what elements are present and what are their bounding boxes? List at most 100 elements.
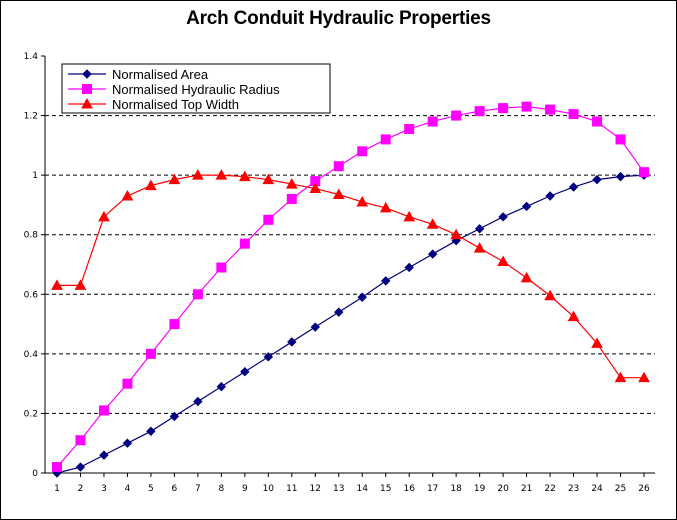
data-point: [450, 228, 463, 240]
data-point: [75, 462, 86, 472]
y-tick-label: 0.4: [24, 350, 39, 360]
data-point: [614, 371, 627, 383]
data-point: [122, 378, 133, 389]
legend-label: Normalised Top Width: [112, 97, 239, 112]
x-tick-label: 12: [310, 484, 321, 494]
data-point: [521, 101, 532, 112]
legend-box: [61, 63, 331, 114]
data-point: [169, 319, 180, 330]
series-1: [52, 101, 649, 473]
data-point: [193, 396, 203, 407]
chart-title: Arch Conduit Hydraulic Properties: [186, 8, 491, 29]
data-point: [474, 106, 485, 117]
data-point: [239, 238, 250, 249]
data-point: [75, 435, 86, 446]
x-tick-label: 26: [638, 484, 650, 494]
data-point: [192, 289, 203, 300]
x-tick-label: 11: [286, 484, 297, 494]
data-point: [121, 189, 134, 201]
series-layer: [51, 101, 650, 478]
data-point: [404, 123, 415, 134]
data-point: [426, 218, 439, 229]
x-tick-label: 13: [333, 484, 344, 494]
legend-marker: [82, 84, 92, 94]
data-point: [592, 116, 603, 127]
data-point: [334, 307, 344, 317]
data-point: [145, 179, 157, 191]
x-tick-label: 8: [218, 484, 224, 494]
y-tick-label: 0: [32, 469, 38, 479]
legend-marker: [81, 97, 93, 109]
data-point: [145, 348, 156, 359]
data-point: [568, 109, 579, 120]
y-tick-label: 1.4: [24, 52, 39, 62]
x-tick-label: 3: [101, 484, 107, 494]
data-point: [473, 242, 486, 253]
x-tick-label: 20: [497, 484, 509, 494]
data-point: [310, 322, 320, 332]
data-point: [216, 262, 227, 273]
series-line: [57, 174, 644, 379]
x-tick-label: 17: [427, 484, 438, 494]
x-tick-label: 18: [450, 484, 462, 494]
x-tick-label: 16: [403, 484, 415, 494]
data-point: [568, 182, 579, 192]
data-point: [379, 201, 392, 213]
data-point: [592, 174, 602, 185]
data-point: [520, 271, 533, 283]
x-tick-label: 1: [54, 484, 60, 494]
data-point: [474, 224, 485, 234]
y-tick-label: 0.6: [24, 290, 39, 300]
x-tick-label: 2: [78, 484, 84, 494]
data-point: [380, 134, 391, 145]
data-point: [451, 110, 462, 121]
data-point: [74, 279, 87, 290]
data-point: [333, 161, 344, 172]
x-tick-label: 23: [568, 484, 579, 494]
y-tick-label: 1: [32, 171, 38, 181]
data-point: [216, 381, 227, 392]
data-point: [356, 195, 369, 207]
x-tick-label: 22: [544, 484, 555, 494]
x-tick-label: 6: [172, 484, 178, 494]
data-point: [427, 249, 438, 259]
data-point: [357, 292, 367, 302]
data-point: [521, 201, 532, 212]
data-point: [615, 134, 626, 145]
data-point: [51, 279, 63, 290]
data-point: [238, 170, 251, 182]
x-tick-label: 24: [591, 484, 603, 494]
data-point: [403, 210, 416, 222]
data-point: [639, 167, 649, 178]
data-point: [615, 171, 626, 182]
data-point: [332, 188, 345, 200]
x-tick-label: 10: [263, 484, 275, 494]
x-tick-label: 15: [380, 484, 391, 494]
data-point: [427, 116, 438, 127]
x-tick-label: 21: [521, 484, 532, 494]
data-point: [545, 191, 555, 201]
data-point: [591, 337, 603, 348]
data-point: [263, 214, 274, 225]
data-point: [215, 169, 228, 180]
data-point: [544, 289, 556, 301]
grid-lines: [45, 115, 655, 414]
x-tick-label: 25: [615, 484, 626, 494]
data-point: [357, 146, 368, 157]
data-point: [287, 337, 297, 347]
data-point: [286, 193, 297, 204]
y-tick-label: 0.2: [24, 409, 38, 419]
x-tick-label: 14: [357, 484, 369, 494]
x-tick-label: 5: [148, 484, 154, 494]
data-point: [98, 405, 109, 416]
data-point: [98, 210, 110, 222]
legend-label: Normalised Hydraulic Radius: [112, 82, 280, 97]
data-point: [169, 411, 180, 422]
data-point: [498, 103, 509, 114]
data-point: [381, 276, 391, 286]
series-2: [51, 169, 650, 383]
series-line: [56, 174, 645, 474]
legend-marker: [82, 69, 92, 79]
data-point: [146, 426, 156, 437]
